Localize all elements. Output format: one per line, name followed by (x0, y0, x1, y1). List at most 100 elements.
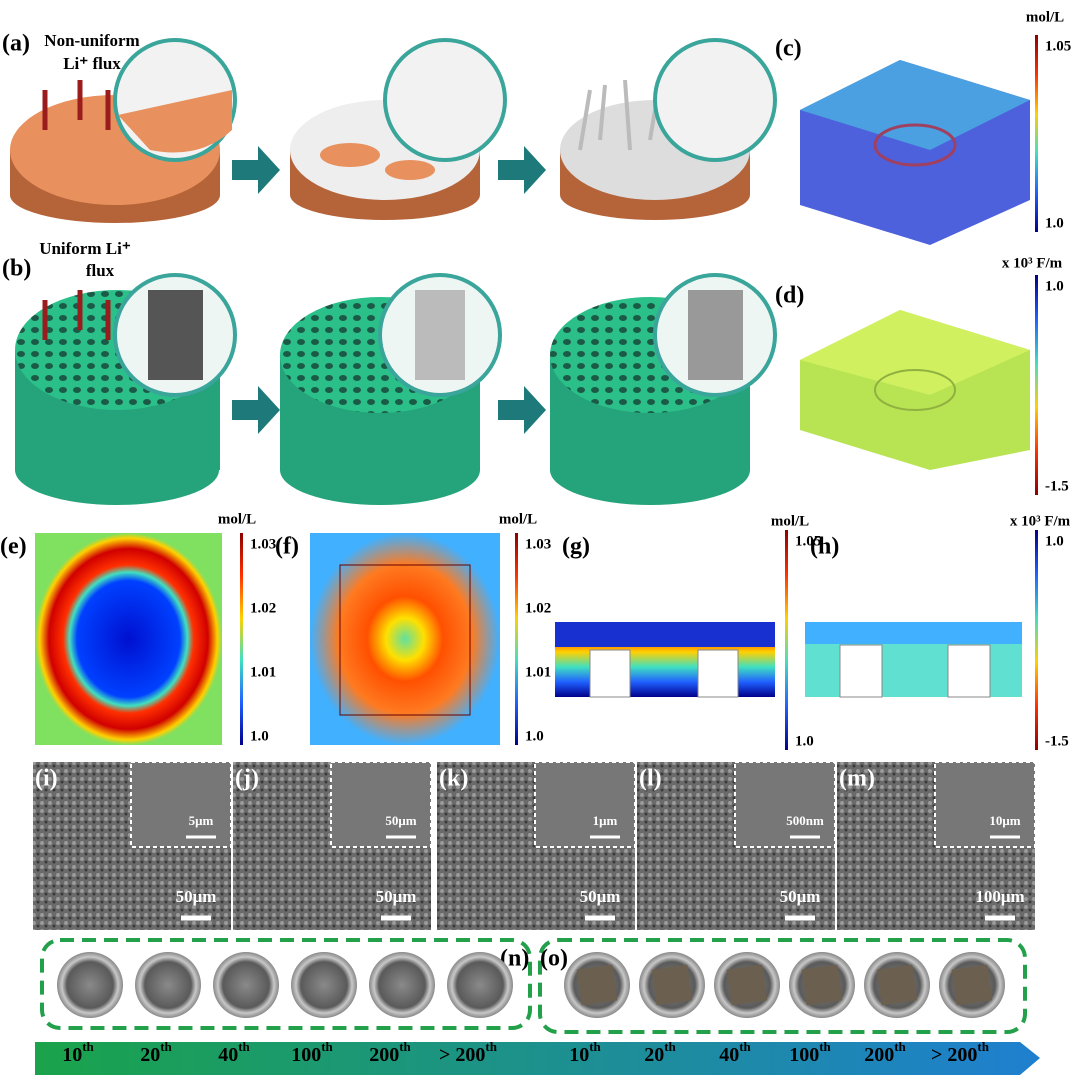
cycle-number: > 200 (439, 1044, 485, 1066)
coin-electrode (876, 964, 918, 1006)
cycle-suffix: th (819, 1039, 831, 1054)
cycle-suffix: th (894, 1039, 906, 1054)
coin-photo (369, 952, 435, 1018)
cycle-number: 200 (369, 1044, 399, 1066)
panel-label: (f) (275, 534, 299, 560)
inset-scale: 5μm (189, 813, 214, 828)
cycle-number: 10 (62, 1044, 82, 1066)
scale-label: 50μm (780, 887, 821, 906)
cycle-number: > 200 (931, 1044, 977, 1066)
colorbar-tick-label: 1.03 (525, 536, 551, 552)
cycle-frames (35, 938, 1040, 1075)
panel-label: (o) (540, 946, 568, 972)
panel-label: (c) (775, 36, 802, 62)
colorbar-tick-label: 1.02 (250, 600, 276, 616)
simulation-boxes (800, 60, 1030, 470)
colorbar-tick-label: -1.5 (1045, 478, 1069, 494)
colorbar-tick-label: 1.0 (1045, 215, 1064, 231)
scale-label: 50μm (376, 887, 417, 906)
cycle-suffix: th (739, 1039, 751, 1054)
cycle-suffix: th (82, 1039, 94, 1054)
annotation: Non-uniform (44, 31, 139, 50)
colorbar-tick-label: 1.0 (795, 733, 814, 749)
panel-label: (b) (2, 256, 31, 282)
cycle-label: 20th (644, 1039, 676, 1066)
colorbar (1035, 530, 1038, 750)
cycle-label: 10th (569, 1039, 601, 1066)
colorbar (240, 533, 243, 745)
sem-inset (734, 761, 836, 848)
cycle-number: 100 (789, 1044, 819, 1066)
colorbar (1035, 275, 1038, 495)
colorbar-unit: mol/L (1026, 9, 1064, 25)
schematic-a (10, 38, 777, 223)
sem-inset (130, 761, 232, 848)
panel-label: (g) (562, 534, 590, 560)
panel-label: (j) (235, 766, 259, 792)
scale-label: 50μm (176, 887, 217, 906)
inset-scale: 50μm (385, 813, 416, 828)
scale-label: 100μm (975, 887, 1024, 906)
cycle-suffix: th (321, 1039, 333, 1054)
cycle-number: 10 (569, 1044, 589, 1066)
cycle-suffix: th (485, 1039, 497, 1054)
cycle-number: 40 (218, 1044, 238, 1066)
annotation: flux (86, 261, 115, 280)
cycle-label: 10th (62, 1039, 94, 1066)
colorbar-tick-label: 1.03 (250, 536, 276, 552)
colorbar (1035, 35, 1038, 232)
sem-inset (330, 761, 432, 848)
colorbar-unit: mol/L (771, 513, 809, 529)
cycle-suffix: th (399, 1039, 411, 1054)
coin-photo (57, 952, 123, 1018)
colorbar (785, 530, 788, 750)
sem-inset (534, 761, 636, 848)
cycle-suffix: th (160, 1039, 172, 1054)
colorbar-unit: x 10³ F/m (1010, 513, 1071, 529)
colorbar-tick-label: 1.01 (250, 664, 276, 680)
cycle-suffix: th (589, 1039, 601, 1054)
cycle-label: 100th (291, 1039, 333, 1066)
schematic-b (15, 273, 777, 505)
colorbar-tick-label: 1.02 (525, 600, 551, 616)
annotation: Li⁺ flux (63, 54, 121, 73)
colorbar-tick-label: -1.5 (1045, 733, 1069, 749)
cycle-label: 40th (218, 1039, 250, 1066)
cycle-number: 100 (291, 1044, 321, 1066)
cycle-label: 200th (864, 1039, 906, 1066)
panel-label: (d) (775, 283, 804, 309)
cycle-label: 100th (789, 1039, 831, 1066)
panel-label: (m) (839, 766, 875, 792)
coin-photo (291, 952, 357, 1018)
colorbar (515, 533, 518, 745)
colorbar-tick-label: 1.0 (525, 728, 544, 744)
cycle-label: 40th (719, 1039, 751, 1066)
colorbar-tick-label: 1.05 (795, 533, 821, 549)
cycle-label: > 200th (439, 1039, 498, 1066)
colorbar-tick-label: 1.0 (250, 728, 269, 744)
coin-electrode (801, 964, 843, 1006)
panel-label: (l) (639, 766, 662, 792)
colorbar-tick-label: 1.0 (1045, 533, 1064, 549)
cycle-label: > 200th (931, 1039, 990, 1066)
coin-photo (213, 952, 279, 1018)
sem-inset (934, 761, 1036, 848)
simulation-maps (35, 533, 1022, 745)
colorbar-tick-label: 1.0 (1045, 278, 1064, 294)
inset-scale: 500nm (786, 813, 824, 828)
panel-label: (e) (0, 534, 27, 560)
cycle-number: 200 (864, 1044, 894, 1066)
panel-label: (i) (35, 766, 58, 792)
cycle-suffix: th (664, 1039, 676, 1054)
coin-photo (135, 952, 201, 1018)
cycle-label: 20th (140, 1039, 172, 1066)
coin-electrode (651, 964, 693, 1006)
colorbar-tick-label: 1.01 (525, 664, 551, 680)
panel-label: (h) (810, 534, 839, 560)
cycle-suffix: th (977, 1039, 989, 1054)
colorbar-unit: x 10³ F/m (1002, 255, 1063, 271)
scale-label: 50μm (580, 887, 621, 906)
annotation: Uniform Li⁺ (39, 239, 131, 258)
cycle-number: 20 (140, 1044, 160, 1066)
